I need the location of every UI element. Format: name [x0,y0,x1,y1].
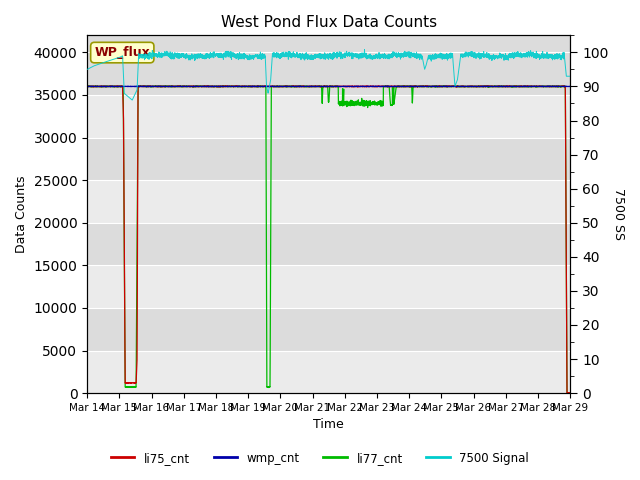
7500 Signal [566,73,573,79]
Y-axis label: Data Counts: Data Counts [15,176,28,253]
li75_cnt [436,84,444,89]
li77_cnt [566,390,573,396]
wmp_cnt [464,84,472,89]
7500 Signal [83,67,91,72]
wmp_cnt [310,84,318,89]
li77_cnt [410,84,417,90]
li77_cnt [566,390,574,396]
li77_cnt [564,391,572,396]
wmp_cnt [410,84,417,89]
X-axis label: Time: Time [313,419,344,432]
wmp_cnt [170,84,178,89]
7500 Signal [129,97,136,103]
7500 Signal [170,53,178,59]
7500 Signal [310,55,318,60]
wmp_cnt [566,84,573,89]
li77_cnt [83,84,91,89]
Bar [87,350,570,393]
li75_cnt [83,84,91,89]
li77_cnt [464,84,472,90]
li77_cnt [170,84,178,89]
Bar [87,180,570,223]
li75_cnt [170,84,178,89]
7500 Signal [361,47,369,52]
7500 Signal [410,52,418,58]
li75_cnt [563,390,571,396]
li75_cnt [310,84,318,89]
Line: wmp_cnt: wmp_cnt [87,86,570,87]
li77_cnt [310,84,318,89]
Line: li77_cnt: li77_cnt [87,86,570,394]
Legend: li75_cnt, wmp_cnt, li77_cnt, 7500 Signal: li75_cnt, wmp_cnt, li77_cnt, 7500 Signal [106,447,534,469]
li75_cnt [410,84,417,89]
Text: WP_flux: WP_flux [94,46,150,59]
Line: 7500 Signal: 7500 Signal [87,49,570,100]
wmp_cnt [83,84,91,89]
7500 Signal [436,54,444,60]
7500 Signal [464,52,472,58]
wmp_cnt [164,84,172,90]
li75_cnt [464,84,472,89]
wmp_cnt [566,84,574,89]
Bar [87,265,570,308]
li75_cnt [326,83,333,89]
Bar [87,95,570,138]
li77_cnt [436,84,444,89]
li75_cnt [566,390,574,396]
wmp_cnt [551,84,559,89]
7500 Signal [566,73,574,79]
li75_cnt [566,390,573,396]
Title: West Pond Flux Data Counts: West Pond Flux Data Counts [221,15,436,30]
li77_cnt [454,83,461,89]
Y-axis label: 7500 SS: 7500 SS [612,188,625,240]
Line: li75_cnt: li75_cnt [87,86,570,393]
wmp_cnt [436,84,444,89]
